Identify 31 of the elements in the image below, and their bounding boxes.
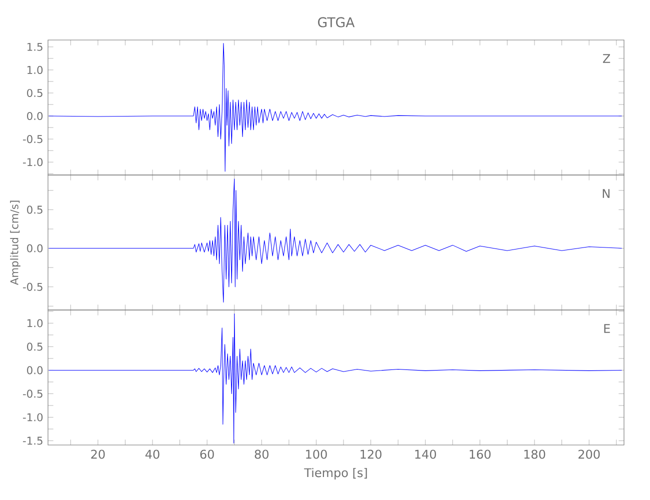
y-tick-label: -1.0 xyxy=(23,158,43,166)
annotation: Z xyxy=(602,54,610,63)
x-tick-label: 60 xyxy=(200,450,214,459)
chart-title: GTGA xyxy=(318,17,355,28)
x-tick-label: 20 xyxy=(91,450,105,459)
y-tick-label: 1.0 xyxy=(27,319,43,328)
y-tick-label: -0.5 xyxy=(23,135,42,144)
y-tick-label: 0.0 xyxy=(27,366,43,374)
y-tick-label: 0.0 xyxy=(27,112,43,120)
y-tick-label: 1.0 xyxy=(27,66,43,74)
x-tick-label: 160 xyxy=(470,450,491,459)
annotation: N xyxy=(602,189,610,198)
y-tick-label: -1.0 xyxy=(23,413,43,422)
x-tick-label: 120 xyxy=(360,450,382,459)
y-tick-label: 0.5 xyxy=(27,88,42,98)
x-tick-label: 80 xyxy=(254,450,268,459)
annotation: E xyxy=(604,324,610,333)
y-axis-title: Amplitud [cm/s] xyxy=(10,200,20,286)
y-tick-label: 0.5 xyxy=(27,342,42,351)
x-tick-label: 200 xyxy=(578,450,600,459)
x-tick-label: 140 xyxy=(415,450,436,459)
y-tick-label: 1.5 xyxy=(27,42,42,51)
x-tick-label: 180 xyxy=(524,450,546,459)
y-tick-label: -1.5 xyxy=(23,436,42,445)
x-tick-label: 100 xyxy=(306,450,327,459)
x-tick-label: 40 xyxy=(145,450,160,459)
y-tick-label: -0.5 xyxy=(23,390,42,398)
y-tick-label: 0.5 xyxy=(27,206,42,214)
y-tick-label: -0.5 xyxy=(23,282,42,291)
x-axis-title: Tiempo [s] xyxy=(304,468,367,480)
y-tick-label: 0.0 xyxy=(27,244,43,252)
